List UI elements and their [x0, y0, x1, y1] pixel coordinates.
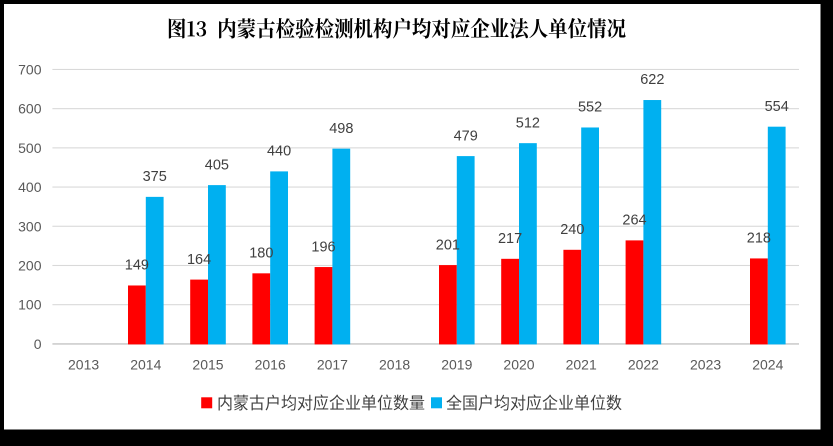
svg-text:2015: 2015 [192, 356, 223, 372]
svg-text:196: 196 [311, 239, 335, 255]
svg-text:600: 600 [18, 101, 42, 117]
svg-text:2021: 2021 [566, 356, 597, 372]
svg-text:622: 622 [640, 72, 664, 88]
svg-text:201: 201 [436, 237, 460, 253]
svg-text:217: 217 [498, 231, 522, 247]
svg-text:100: 100 [18, 297, 42, 313]
svg-text:2013: 2013 [68, 356, 99, 372]
svg-text:149: 149 [125, 258, 149, 274]
svg-text:264: 264 [622, 213, 646, 229]
svg-text:500: 500 [18, 140, 42, 156]
svg-text:2022: 2022 [628, 356, 659, 372]
svg-text:240: 240 [560, 222, 584, 238]
svg-text:479: 479 [454, 128, 478, 144]
svg-text:2020: 2020 [503, 356, 534, 372]
svg-text:440: 440 [267, 144, 291, 160]
svg-text:2017: 2017 [317, 356, 348, 372]
svg-text:200: 200 [18, 258, 42, 274]
svg-text:218: 218 [747, 231, 771, 247]
svg-text:2023: 2023 [690, 356, 721, 372]
svg-text:2014: 2014 [130, 356, 161, 372]
svg-text:0: 0 [34, 336, 42, 352]
svg-text:512: 512 [516, 115, 540, 131]
svg-text:498: 498 [329, 121, 353, 137]
svg-text:164: 164 [187, 252, 211, 268]
svg-text:2024: 2024 [752, 356, 783, 372]
svg-text:375: 375 [143, 169, 167, 185]
svg-text:554: 554 [765, 99, 789, 115]
svg-text:400: 400 [18, 179, 42, 195]
svg-text:2018: 2018 [379, 356, 410, 372]
svg-text:180: 180 [249, 246, 273, 262]
svg-text:2019: 2019 [441, 356, 472, 372]
svg-text:2016: 2016 [255, 356, 286, 372]
svg-text:552: 552 [578, 100, 602, 116]
svg-text:405: 405 [205, 157, 229, 173]
svg-text:700: 700 [18, 62, 42, 78]
svg-text:300: 300 [18, 218, 42, 234]
